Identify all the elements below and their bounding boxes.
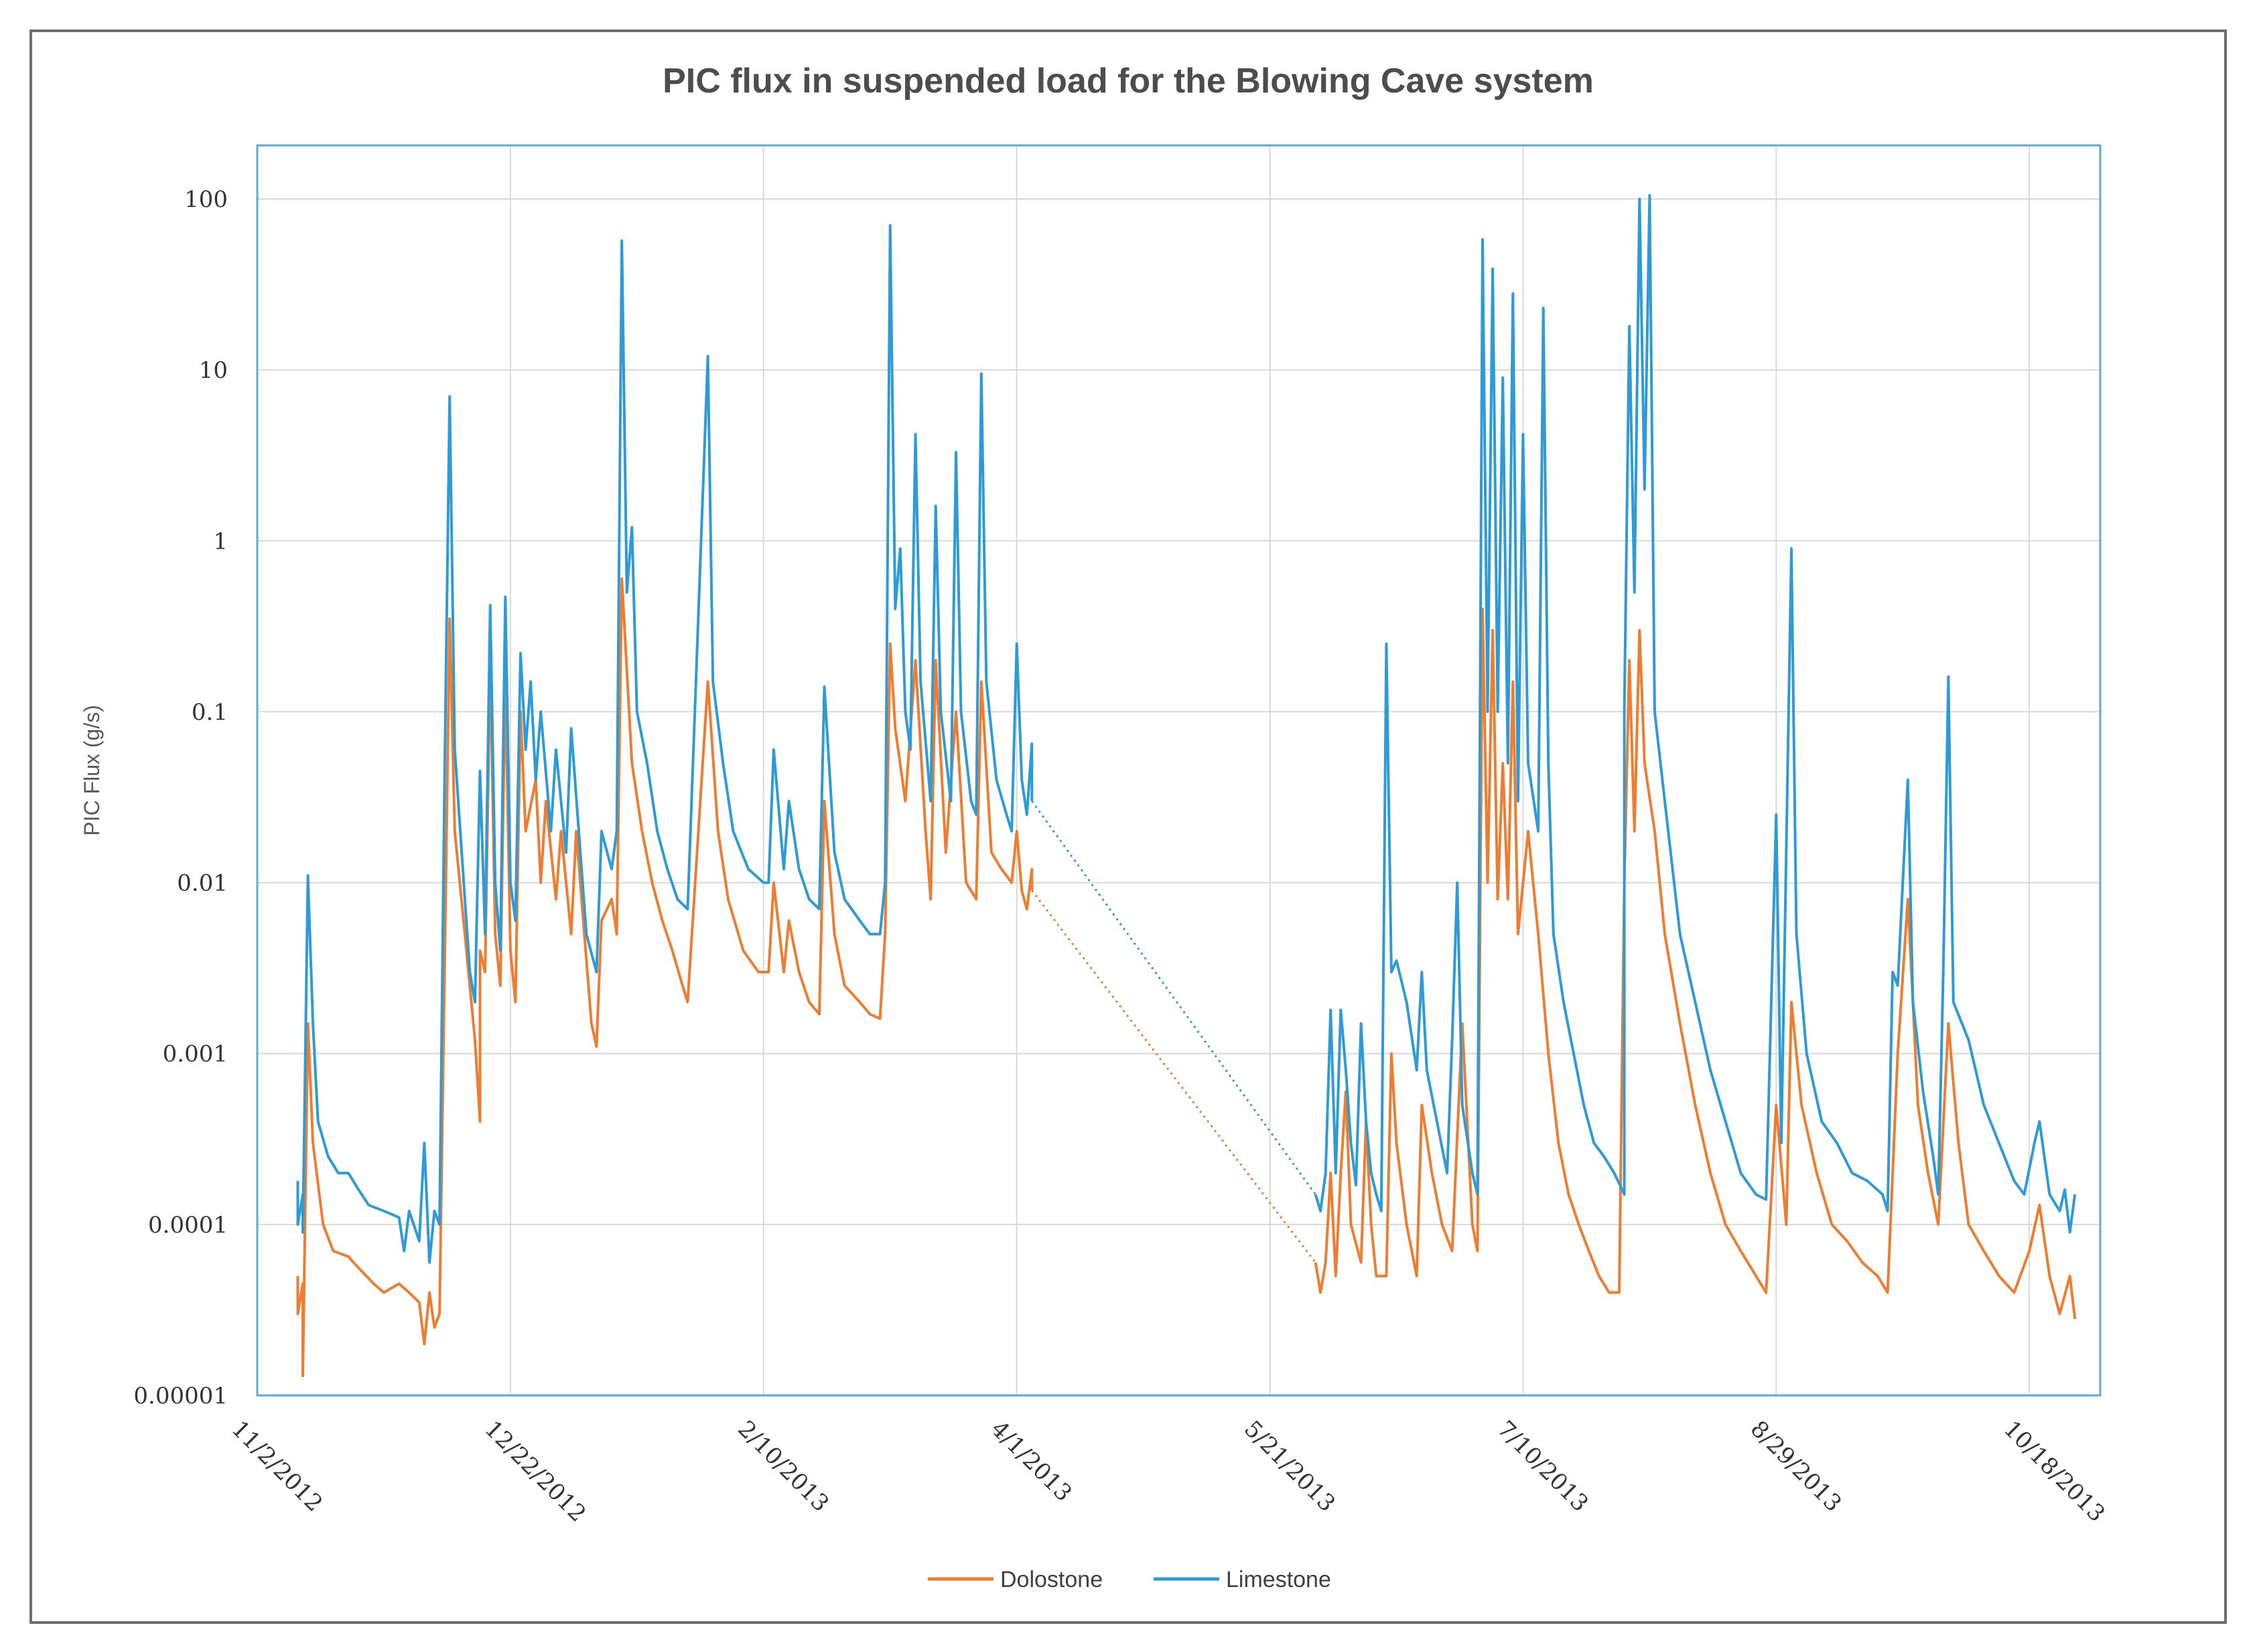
y-tick-label: 10 xyxy=(199,357,228,384)
y-tick-label: 0.01 xyxy=(177,870,228,897)
plot-area-border xyxy=(256,144,2102,1397)
y-tick-label: 0.00001 xyxy=(133,1383,228,1409)
x-tick-label: 5/21/2013 xyxy=(1239,1416,1341,1517)
series-lines xyxy=(296,194,2077,1377)
x-tick-label: 11/2/2012 xyxy=(226,1416,328,1517)
series-line-limestone xyxy=(296,224,1034,1264)
y-tick-label: 0.1 xyxy=(192,699,228,726)
y-axis-tick-labels: 0.00001 0.0001 0.001 0.01 0.1 1 10 100 xyxy=(133,186,228,1409)
legend: Dolostone Limestone xyxy=(928,1567,1331,1592)
x-tick-label: 8/29/2013 xyxy=(1745,1416,1847,1517)
series-line-limestone xyxy=(1314,194,2077,1234)
gap-connector-limestone xyxy=(1031,800,1316,1195)
y-axis-label: PIC Flux (g/s) xyxy=(80,705,104,836)
series-line-dolostone xyxy=(296,577,1034,1377)
chart-frame xyxy=(29,29,2227,1624)
x-tick-label: 4/1/2013 xyxy=(985,1416,1077,1507)
legend-label-dolostone: Dolostone xyxy=(1000,1567,1103,1592)
y-tick-label: 0.001 xyxy=(163,1041,228,1068)
x-tick-label: 7/10/2013 xyxy=(1492,1416,1594,1517)
chart-title: PIC flux in suspended load for the Blowi… xyxy=(663,62,1594,100)
x-tick-label: 10/18/2013 xyxy=(1998,1416,2110,1527)
legend-label-limestone: Limestone xyxy=(1226,1567,1331,1592)
gridlines xyxy=(257,145,2100,1395)
y-tick-label: 0.0001 xyxy=(148,1212,228,1239)
x-tick-label: 12/22/2012 xyxy=(480,1416,592,1527)
x-axis-tick-labels: 11/2/2012 12/22/2012 2/10/2013 4/1/2013 5/21… xyxy=(226,1416,2110,1527)
series-line-dolostone xyxy=(1314,607,2077,1320)
x-tick-label: 2/10/2013 xyxy=(732,1416,834,1517)
y-tick-label: 100 xyxy=(184,186,228,213)
y-tick-label: 1 xyxy=(213,528,228,555)
gap-connector-dolostone xyxy=(1031,890,1316,1263)
